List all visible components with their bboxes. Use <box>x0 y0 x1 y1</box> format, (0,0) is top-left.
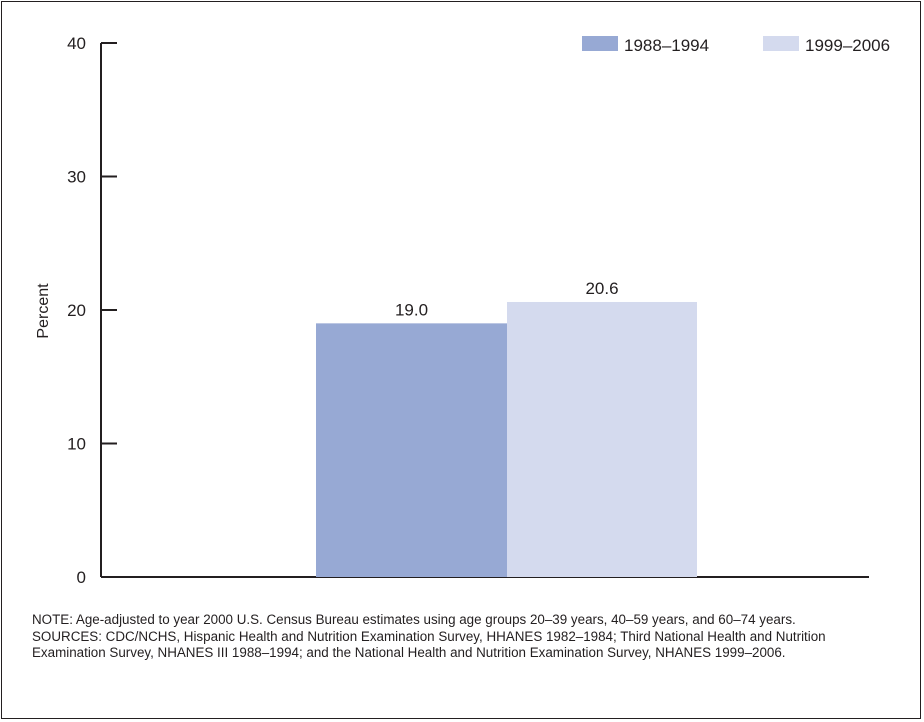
y-tick-label: 10 <box>67 435 86 454</box>
bar <box>316 323 507 577</box>
legend-swatch <box>763 36 799 51</box>
sources-text: SOURCES: CDC/NCHS, Hispanic Health and N… <box>32 628 826 661</box>
bar-chart: 0 10 20 30 40 19.0 20.6 1988–1994 1999–2006 Pe… <box>35 34 890 587</box>
legend-label: 1999–2006 <box>805 36 890 55</box>
legend-label: 1988–1994 <box>624 36 709 55</box>
bars: 19.0 20.6 <box>316 279 697 577</box>
chart-notes: NOTE: Age-adjusted to year 2000 U.S. Cen… <box>32 612 892 662</box>
y-axis: 0 10 20 30 40 <box>67 34 869 587</box>
bar-value-label: 20.6 <box>585 279 618 298</box>
bar-value-label: 19.0 <box>395 300 428 319</box>
bar <box>507 301 697 577</box>
y-tick-label: 40 <box>67 34 86 53</box>
y-tick-label: 30 <box>67 168 86 187</box>
legend-swatch <box>582 36 618 51</box>
legend: 1988–1994 1999–2006 <box>582 36 890 55</box>
note-text: NOTE: Age-adjusted to year 2000 U.S. Cen… <box>32 612 796 627</box>
y-tick-label: 0 <box>77 568 86 587</box>
y-axis-label: Percent <box>35 283 52 339</box>
y-tick-label: 20 <box>67 301 86 320</box>
